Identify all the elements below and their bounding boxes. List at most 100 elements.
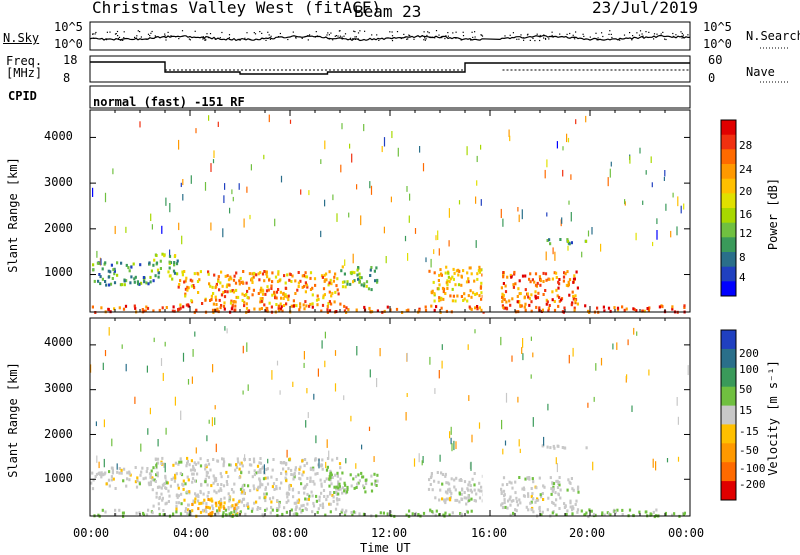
nsearch-dot xyxy=(648,31,650,33)
velocity-cell xyxy=(456,498,459,502)
velocity-cell xyxy=(165,479,168,483)
power-scatter-echo xyxy=(370,185,373,195)
nsearch-dot xyxy=(307,35,309,37)
power-cell xyxy=(177,285,180,289)
power-cell xyxy=(329,278,332,282)
velocity-cell xyxy=(256,506,260,509)
velocity-cell xyxy=(556,479,559,483)
power-cell xyxy=(576,286,579,290)
power-cell xyxy=(527,295,530,299)
power-scatter-echo xyxy=(545,251,547,261)
velocity-scatter-echo xyxy=(134,396,136,404)
velocity-cell xyxy=(325,468,329,472)
power-cell xyxy=(308,304,311,308)
velocity-cell xyxy=(556,486,560,489)
power-cell xyxy=(107,269,110,273)
velocity-cell xyxy=(552,485,555,489)
nsearch-dot xyxy=(359,30,361,32)
velocity-scatter-echo xyxy=(636,331,638,336)
power-cell xyxy=(358,272,361,276)
velocity-cell xyxy=(448,513,451,517)
velocity-cell xyxy=(179,512,183,516)
nsearch-dot xyxy=(523,39,525,41)
velocity-cell xyxy=(194,462,198,466)
power-cell xyxy=(463,292,466,296)
power-cell xyxy=(284,293,287,297)
velocity-cell xyxy=(306,483,309,487)
velocity-cell xyxy=(569,499,572,503)
velocity-cell xyxy=(259,461,263,465)
velocity-cell xyxy=(225,480,228,483)
velocity-scatter-echo xyxy=(334,383,337,392)
power-colorbar-segment xyxy=(721,281,736,297)
velocity-cell xyxy=(357,481,360,485)
nsearch-dot xyxy=(481,35,484,37)
velocity-cell xyxy=(431,488,434,492)
velocity-cell xyxy=(176,483,180,487)
power-scatter-echo xyxy=(324,199,326,207)
velocity-cell xyxy=(470,497,473,501)
velocity-cell xyxy=(175,472,178,476)
velocity-cell xyxy=(577,485,580,489)
power-cell xyxy=(474,306,477,310)
velocity-cell xyxy=(205,463,208,467)
velocity-cell xyxy=(265,468,268,472)
velocity-cell xyxy=(210,484,213,488)
power-cell xyxy=(444,271,447,275)
velocity-cell xyxy=(552,502,555,505)
velocity-cell xyxy=(223,506,226,510)
velocity-scatter-echo xyxy=(307,412,309,419)
velocity-cell xyxy=(211,499,214,503)
nsearch-dot xyxy=(154,35,156,37)
power-cell xyxy=(278,279,281,283)
velocity-cell xyxy=(126,471,129,475)
velocity-scatter-echo xyxy=(505,392,508,403)
velocity-cell xyxy=(551,511,554,515)
velocity-cell xyxy=(207,498,210,501)
velocity-cell xyxy=(202,501,205,505)
nsearch-dot xyxy=(182,35,184,37)
power-cell xyxy=(259,300,262,304)
velocity-cell xyxy=(535,499,538,502)
time-axis-label: Time UT xyxy=(360,541,411,555)
velocity-cell xyxy=(590,509,593,513)
velocity-cell xyxy=(186,490,189,494)
velocity-cell xyxy=(298,476,301,480)
velocity-cell xyxy=(306,492,309,496)
velocity-scatter-echo xyxy=(532,417,534,427)
power-cell xyxy=(323,278,327,282)
velocity-cell xyxy=(247,484,250,488)
power-cell xyxy=(231,303,234,307)
power-cell xyxy=(564,272,567,276)
velocity-cell xyxy=(268,497,272,501)
power-cell xyxy=(327,302,330,305)
power-scatter-echo xyxy=(435,235,437,241)
power-cell xyxy=(234,281,238,285)
power-cell xyxy=(223,295,227,299)
power-cell xyxy=(230,299,233,303)
velocity-cell xyxy=(310,490,313,494)
nsearch-dot xyxy=(268,34,270,36)
velocity-scatter-echo xyxy=(369,369,371,378)
velocity-cell xyxy=(337,488,340,492)
nsearch-dot xyxy=(246,32,248,34)
velocity-cell xyxy=(158,497,161,500)
power-cell xyxy=(138,282,141,286)
power-cell xyxy=(274,296,277,300)
velocity-cell xyxy=(105,482,108,486)
power-cell xyxy=(239,276,242,280)
power-cell xyxy=(116,273,119,277)
velocity-cell xyxy=(139,473,142,477)
power-cell xyxy=(165,306,168,309)
velocity-cell xyxy=(253,460,256,464)
nsearch-dot xyxy=(391,35,394,37)
velocity-colorbar-segment xyxy=(721,424,736,444)
velocity-cell xyxy=(184,507,188,511)
power-cell xyxy=(369,274,372,277)
velocity-cell xyxy=(149,480,153,484)
power-cell xyxy=(375,266,378,270)
power-cell xyxy=(470,272,473,276)
power-cell xyxy=(563,271,566,275)
velocity-cell xyxy=(101,473,104,477)
power-cell xyxy=(123,283,126,287)
